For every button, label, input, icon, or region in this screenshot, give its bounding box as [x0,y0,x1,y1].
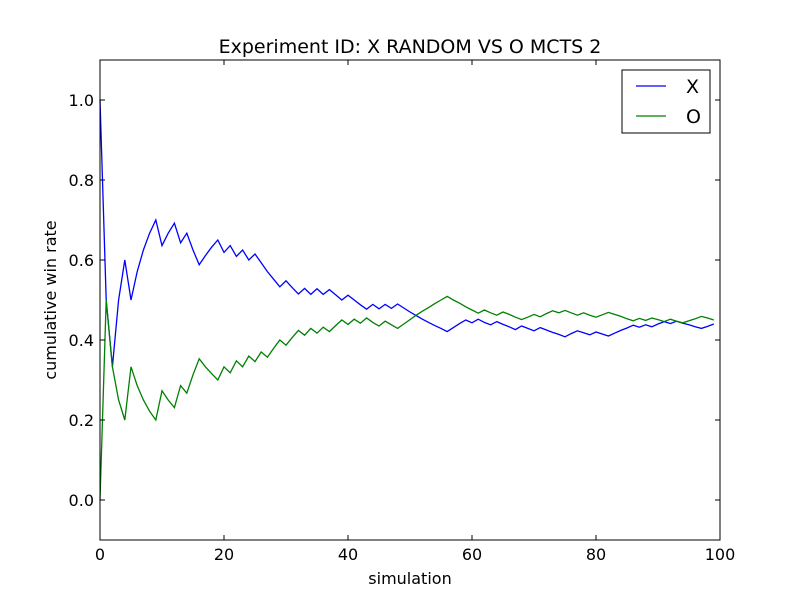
y-tick-label: 0.4 [69,331,94,350]
y-tick-label: 0.6 [69,251,94,270]
x-tick-label: 100 [705,545,736,564]
legend: X O [621,69,711,134]
y-tick-label: 0.0 [69,491,94,510]
y-tick-label: 0.2 [69,411,94,430]
x-tick-label: 40 [338,545,358,564]
legend-label-o: O [686,106,701,128]
chart-title: Experiment ID: X RANDOM VS O MCTS 2 [219,36,602,58]
x-tick-label: 80 [586,545,606,564]
x-axis-label: simulation [368,569,451,588]
series-line-o [99,295,714,501]
legend-label-x: X [686,76,699,98]
plot-frame [99,59,721,541]
y-tick-label: 0.8 [69,171,94,190]
x-tick-label: 20 [214,545,234,564]
x-tick-label: 0 [95,545,105,564]
plot-background [100,60,720,540]
plot-area: 0 20 40 60 80 100 0.0 0.2 0.4 0.6 0.8 1.0 [69,59,736,564]
series-line-x [99,99,715,367]
y-tick-label: 1.0 [69,91,94,110]
x-tick-label: 60 [462,545,482,564]
legend-box [621,69,711,134]
y-axis-label: cumulative win rate [41,220,60,379]
ticks-layer: 0 20 40 60 80 100 0.0 0.2 0.4 0.6 0.8 1.0 [69,60,736,564]
series-layer [99,99,715,501]
